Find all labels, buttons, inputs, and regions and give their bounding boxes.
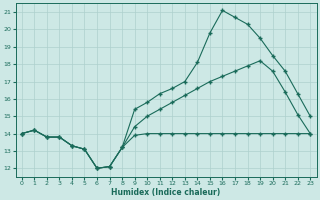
X-axis label: Humidex (Indice chaleur): Humidex (Indice chaleur) xyxy=(111,188,221,197)
